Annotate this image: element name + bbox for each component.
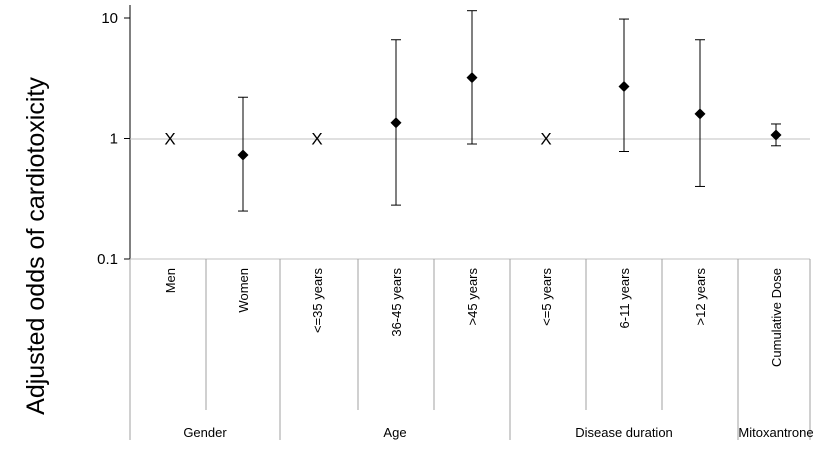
y-axis-label: Adjusted odds of cardiotoxicity	[22, 77, 50, 415]
reference-marker: X	[164, 130, 175, 149]
y-tick-label: 0.1	[97, 251, 118, 268]
category-label: 36-45 years	[389, 268, 404, 337]
category-labels: Men Women <=35 years 36-45 years >45 years <=…	[163, 268, 784, 367]
category-dividers	[129, 259, 811, 440]
y-ticks: 10 1 0.1	[97, 10, 130, 268]
category-label: 6-11 years	[617, 268, 632, 329]
estimate-point	[694, 108, 706, 120]
group-label: Age	[383, 425, 406, 440]
category-label: Men	[163, 268, 178, 293]
reference-marker: X	[540, 130, 551, 149]
category-label: Cumulative Dose	[769, 268, 784, 367]
category-label: Women	[236, 268, 251, 313]
y-tick-label: 10	[101, 10, 118, 27]
estimate-point	[770, 129, 782, 141]
group-labels: Gender Age Disease duration Mitoxantrone	[183, 425, 813, 440]
category-label: >45 years	[465, 268, 480, 326]
group-label: Disease duration	[575, 425, 673, 440]
group-label: Mitoxantrone	[738, 425, 813, 440]
reference-marker: X	[311, 130, 322, 149]
group-label: Gender	[183, 425, 227, 440]
category-label: >12 years	[693, 268, 708, 326]
y-tick-label: 1	[110, 131, 118, 148]
category-label: <=35 years	[310, 268, 325, 334]
estimate-point	[618, 81, 630, 93]
estimate-point	[390, 117, 402, 129]
category-label: <=5 years	[539, 268, 554, 326]
estimate-point	[237, 149, 249, 161]
estimate-point	[466, 72, 478, 84]
